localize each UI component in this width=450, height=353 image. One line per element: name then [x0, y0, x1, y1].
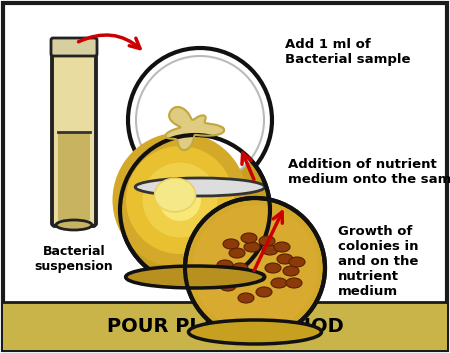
Ellipse shape [256, 287, 272, 297]
Bar [58, 132, 90, 220]
FancyBboxPatch shape [51, 38, 97, 56]
Circle shape [192, 205, 318, 331]
Circle shape [128, 48, 272, 192]
FancyBboxPatch shape [52, 45, 96, 226]
Ellipse shape [217, 260, 233, 270]
Circle shape [126, 146, 234, 254]
Text: Bacterial
suspension: Bacterial suspension [35, 245, 113, 273]
Ellipse shape [259, 236, 275, 246]
Polygon shape [166, 107, 224, 150]
Ellipse shape [271, 278, 287, 288]
Circle shape [120, 135, 270, 285]
Ellipse shape [154, 178, 196, 212]
Ellipse shape [238, 293, 254, 303]
Circle shape [185, 198, 325, 338]
Ellipse shape [126, 266, 265, 288]
Ellipse shape [289, 257, 305, 267]
Ellipse shape [135, 178, 265, 196]
Ellipse shape [250, 272, 266, 282]
Ellipse shape [244, 242, 260, 252]
Ellipse shape [211, 272, 227, 282]
Circle shape [159, 179, 201, 221]
Ellipse shape [241, 233, 257, 243]
Ellipse shape [286, 278, 302, 288]
Ellipse shape [189, 320, 321, 344]
Ellipse shape [274, 242, 290, 252]
Ellipse shape [56, 220, 92, 230]
Ellipse shape [265, 263, 281, 273]
Ellipse shape [229, 248, 245, 258]
Ellipse shape [283, 266, 299, 276]
Text: Add 1 ml of
Bacterial sample: Add 1 ml of Bacterial sample [285, 38, 410, 66]
Text: Addition of nutrient
medium onto the sample: Addition of nutrient medium onto the sam… [288, 158, 450, 186]
Ellipse shape [189, 320, 321, 344]
Ellipse shape [223, 239, 239, 249]
Text: POUR PLATE METHOD: POUR PLATE METHOD [107, 317, 343, 336]
Ellipse shape [220, 281, 236, 291]
Ellipse shape [232, 263, 248, 273]
Text: Growth of
colonies in
and on the
nutrient
medium: Growth of colonies in and on the nutrien… [338, 225, 418, 298]
Circle shape [143, 162, 217, 238]
Ellipse shape [277, 254, 293, 264]
Circle shape [136, 56, 264, 184]
Circle shape [112, 132, 248, 268]
Bar [3, 302, 447, 350]
Ellipse shape [262, 245, 278, 255]
